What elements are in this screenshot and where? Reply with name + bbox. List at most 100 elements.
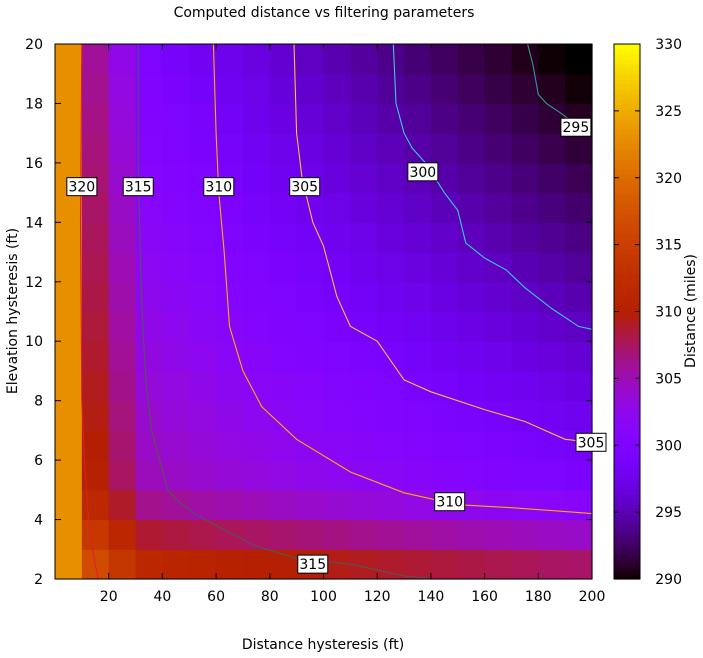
colorbar-step (614, 129, 640, 135)
colorbar-step (614, 114, 640, 120)
heatmap-cell (108, 133, 137, 164)
heatmap-cell (511, 192, 539, 223)
heatmap-cell (377, 281, 405, 313)
heatmap-cell (350, 519, 378, 550)
heatmap-cell (55, 400, 83, 431)
contour-label: 310 (436, 495, 463, 511)
heatmap-cell (135, 133, 163, 164)
heatmap-cell (135, 489, 163, 521)
colorbar-step (614, 274, 640, 280)
heatmap-cell (323, 252, 351, 283)
heatmap-cell (135, 519, 163, 550)
heatmap-cell (81, 281, 110, 313)
heatmap-cell (377, 519, 405, 550)
heatmap-cell (404, 549, 432, 580)
heatmap-cell (81, 519, 110, 550)
heatmap-cell (216, 103, 244, 134)
heatmap-cell (55, 281, 83, 313)
colorbar-step (614, 249, 640, 255)
heatmap-cell (350, 400, 378, 431)
heatmap-cell (189, 549, 217, 580)
x-tick-label: 40 (153, 589, 171, 605)
heatmap-cell (269, 370, 298, 402)
contour-label-box (122, 177, 154, 197)
colorbar-step (614, 369, 640, 375)
colorbar-tick-label: 320 (655, 171, 682, 187)
heatmap-cell (108, 103, 137, 134)
colorbar-step (614, 504, 640, 510)
colorbar-step (614, 99, 640, 105)
heatmap-cell (323, 222, 351, 253)
colorbar-step (614, 349, 640, 355)
heatmap-cell (484, 430, 513, 461)
heatmap-cell (135, 311, 163, 342)
heatmap-cell (269, 73, 298, 105)
colorbar-step (614, 179, 640, 185)
heatmap-cell (404, 460, 432, 491)
heatmap-cell (323, 192, 351, 223)
heatmap-cell (108, 311, 137, 342)
heatmap-cell (135, 103, 163, 134)
heatmap-cell (216, 133, 244, 164)
y-tick-label: 18 (25, 96, 43, 112)
colorbar-step (614, 539, 640, 545)
heatmap-cell (511, 489, 539, 521)
colorbar-step (614, 89, 640, 95)
heatmap-cell (430, 460, 459, 491)
heatmap-cell (511, 252, 539, 283)
colorbar-step (614, 279, 640, 285)
colorbar-step (614, 574, 640, 580)
colorbar-step (614, 299, 640, 305)
heatmap-cell (430, 252, 459, 283)
contour-label: 295 (563, 120, 590, 136)
heatmap-cell (538, 489, 566, 521)
heatmap-cell (511, 370, 539, 402)
heatmap-cell (404, 44, 432, 75)
heatmap-cell (430, 44, 459, 75)
heatmap-cell (55, 549, 83, 580)
heatmap-cell (108, 460, 137, 491)
colorbar-step (614, 254, 640, 260)
heatmap-cell (162, 133, 190, 164)
colorbar-step (614, 139, 640, 145)
heatmap-cell (81, 370, 110, 402)
heatmap-cell (242, 519, 271, 550)
heatmap-cell (511, 222, 539, 253)
heatmap-cell (242, 460, 271, 491)
colorbar-tick-label: 290 (655, 572, 682, 588)
heatmap-cell (81, 222, 110, 253)
heatmap-cell (457, 162, 486, 194)
heatmap-cell (323, 519, 351, 550)
colorbar-step (614, 154, 640, 160)
heatmap-cell (430, 549, 459, 580)
colorbar-step (614, 494, 640, 500)
colorbar-step (614, 149, 640, 155)
contour-label: 305 (578, 435, 605, 451)
heatmap-cell (242, 133, 271, 164)
x-tick-label: 100 (310, 589, 337, 605)
heatmap-cell (484, 103, 513, 134)
x-axis-ticks: 20 40 60 80 100 120 140 160 180 200 (100, 44, 606, 605)
heatmap-cell (565, 192, 593, 223)
heatmap-cell (538, 192, 566, 223)
heatmap-cell (216, 281, 244, 313)
heatmap-cell (216, 460, 244, 491)
heatmap-cell (404, 222, 432, 253)
x-tick-label: 200 (579, 589, 606, 605)
heatmap-cell (565, 133, 593, 164)
heatmap-cell (404, 281, 432, 313)
heatmap-cell (108, 192, 137, 223)
heatmap-cell (269, 311, 298, 342)
heatmap-cell (511, 162, 539, 194)
heatmap-cell (484, 192, 513, 223)
heatmap-cell (323, 133, 351, 164)
heatmap-cell (162, 400, 190, 431)
colorbar-tick-label: 315 (655, 238, 682, 254)
heatmap-cell (189, 460, 217, 491)
heatmap-cell (162, 370, 190, 402)
heatmap-cell (350, 162, 378, 194)
colorbar-step (614, 449, 640, 455)
x-tick-label: 140 (418, 589, 445, 605)
heatmap-cell (511, 341, 539, 372)
heatmap-cell (108, 519, 137, 550)
